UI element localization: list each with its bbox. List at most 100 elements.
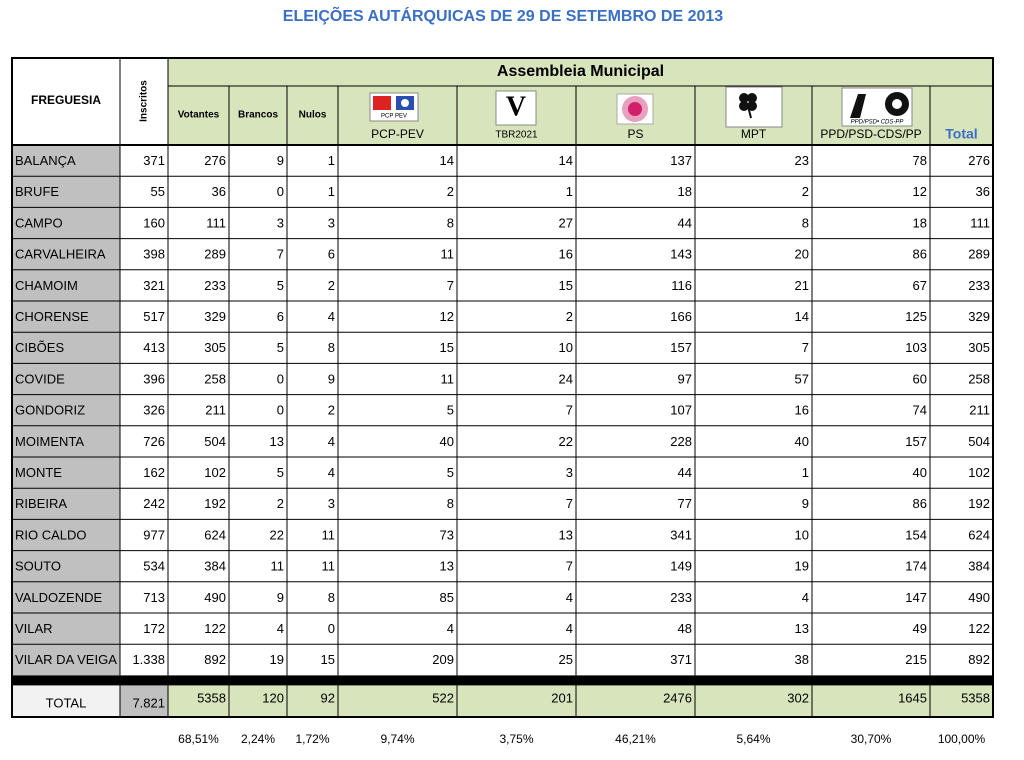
cell-value: 10 xyxy=(559,340,573,355)
cell-value: 2 xyxy=(447,184,454,199)
cell-value: 8 xyxy=(447,496,454,511)
name-cell xyxy=(12,238,120,270)
cell-value: 7.821 xyxy=(132,696,165,711)
row-name: BALANÇA xyxy=(15,153,76,168)
cell-value: 77 xyxy=(678,496,692,511)
cell-value: 413 xyxy=(143,340,165,355)
cell-value: 211 xyxy=(205,403,226,418)
cell-value: 38 xyxy=(795,652,809,667)
logo-text: V xyxy=(506,91,526,122)
cell-value: 60 xyxy=(913,371,927,386)
cell-value: 11 xyxy=(441,371,455,386)
cell-value: 8 xyxy=(802,215,809,230)
cell-value: 215 xyxy=(905,652,927,667)
cell-value: 116 xyxy=(671,278,692,293)
cell-value: 321 xyxy=(143,278,165,293)
cell-value: 4 xyxy=(566,621,573,636)
total-label: TOTAL xyxy=(46,696,87,711)
cell-value: 7 xyxy=(447,278,454,293)
cell-value: 160 xyxy=(143,215,165,230)
cell-value: 289 xyxy=(968,247,990,262)
cell-value: 85 xyxy=(440,590,454,605)
cell-value: 67 xyxy=(913,278,927,293)
cell-value: 9 xyxy=(277,590,284,605)
cell-value: 11 xyxy=(271,559,285,574)
cell-value: 5 xyxy=(277,340,284,355)
percentage: 68,51% xyxy=(178,732,219,746)
name-cell xyxy=(12,363,120,395)
cell-value: 8 xyxy=(447,215,454,230)
cell-value: 8 xyxy=(328,340,335,355)
cell-value: 36 xyxy=(212,184,226,199)
name-cell xyxy=(12,425,120,457)
cell-value: 228 xyxy=(670,434,692,449)
cell-value: 44 xyxy=(678,215,692,230)
cell-value: 18 xyxy=(913,215,927,230)
cell-value: 13 xyxy=(440,559,454,574)
cell-value: 9 xyxy=(802,496,809,511)
cell-value: 172 xyxy=(143,621,165,636)
total-cell xyxy=(12,685,120,717)
cell-value: 154 xyxy=(905,527,927,542)
row-name: VILAR xyxy=(15,621,53,636)
cell-value: 1 xyxy=(802,465,809,480)
percentage: 30,70% xyxy=(851,732,892,746)
total-cell xyxy=(120,685,168,717)
cell-value: 3 xyxy=(566,465,573,480)
row-name: VALDOZENDE xyxy=(15,590,102,605)
cell-value: 48 xyxy=(678,621,692,636)
cell-value: 2 xyxy=(328,278,335,293)
cell-value: 2 xyxy=(802,184,809,199)
name-cell xyxy=(12,332,120,364)
cell-value: 9 xyxy=(277,153,284,168)
cell-value: 242 xyxy=(143,496,165,511)
row-name: CHORENSE xyxy=(15,309,89,324)
cell-value: 103 xyxy=(905,340,927,355)
cell-value: 384 xyxy=(968,559,990,574)
cell-value: 5358 xyxy=(961,691,990,706)
name-cell xyxy=(12,488,120,520)
cell-value: 517 xyxy=(143,309,165,324)
cell-value: 149 xyxy=(670,559,692,574)
cell-value: 4 xyxy=(328,465,335,480)
cell-value: 384 xyxy=(204,559,226,574)
name-cell xyxy=(12,207,120,239)
cell-value: 92 xyxy=(321,691,335,706)
cell-value: 22 xyxy=(559,434,573,449)
row-name: RIBEIRA xyxy=(15,496,67,511)
cell-value: 137 xyxy=(670,153,692,168)
cell-value: 40 xyxy=(913,465,927,480)
cell-value: 19 xyxy=(270,652,284,667)
row-name: BRUFE xyxy=(15,184,59,199)
logo-text: PCP PEV xyxy=(381,114,407,120)
cell-value: 258 xyxy=(968,371,990,386)
cell-value: 57 xyxy=(795,371,809,386)
cell-value: 0 xyxy=(277,371,284,386)
row-name: SOUTO xyxy=(15,559,61,574)
cell-value: 5358 xyxy=(197,691,226,706)
percentage: 2,24% xyxy=(241,732,275,746)
cell-value: 258 xyxy=(204,371,226,386)
cell-value: 977 xyxy=(143,527,165,542)
cell-value: 892 xyxy=(204,652,226,667)
cell-value: 166 xyxy=(670,309,692,324)
cell-value: 305 xyxy=(204,340,226,355)
row-name: CIBÕES xyxy=(15,340,64,355)
cell-value: 49 xyxy=(913,621,927,636)
cell-value: 305 xyxy=(968,340,990,355)
name-cell xyxy=(12,394,120,426)
cell-value: 111 xyxy=(206,215,226,230)
cell-value: 86 xyxy=(913,496,927,511)
column-label: TBR2021 xyxy=(495,130,538,141)
name-cell xyxy=(12,519,120,551)
cell-value: 1 xyxy=(566,184,573,199)
cell-value: 233 xyxy=(204,278,226,293)
cell-value: 14 xyxy=(559,153,573,168)
cell-value: 11 xyxy=(322,559,336,574)
cell-value: 192 xyxy=(204,496,226,511)
column-label: PCP-PEV xyxy=(371,127,424,141)
cell-value: 8 xyxy=(328,590,335,605)
cell-value: 21 xyxy=(795,278,809,293)
column-label: PPD/PSD-CDS/PP xyxy=(820,127,921,141)
percentage: 1,72% xyxy=(295,732,329,746)
